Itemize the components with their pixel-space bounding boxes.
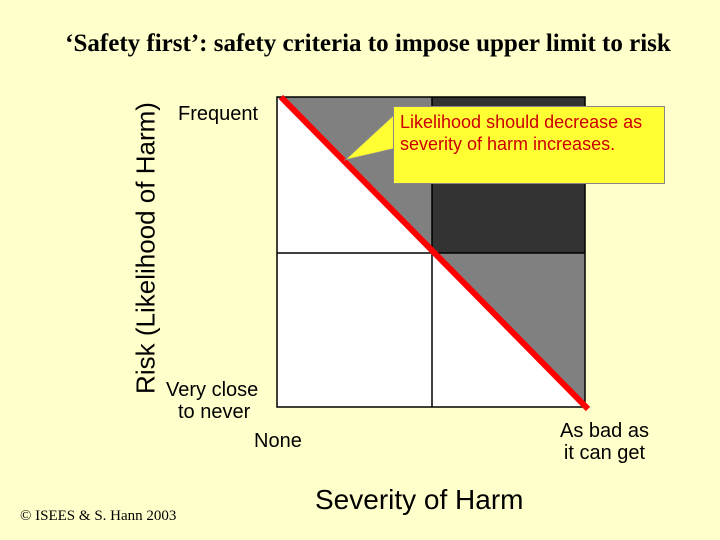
bad-line-1: As bad as — [560, 420, 649, 442]
slide-title: ‘Safety first’: safety criteria to impos… — [65, 30, 671, 57]
none-label: None — [254, 430, 302, 452]
callout-line-2: severity of harm increases. — [400, 134, 616, 154]
very-close-line-2: to never — [178, 401, 251, 423]
copyright-notice: © ISEES & S. Hann 2003 — [20, 508, 177, 524]
callout-box: Likelihood should decrease as severity o… — [393, 106, 665, 184]
x-axis-label: Severity of Harm — [315, 484, 524, 515]
as-bad-as-it-can-get-label: As bad as it can get — [560, 420, 649, 464]
callout-line-1: Likelihood should decrease as — [400, 112, 643, 132]
bad-line-2: it can get — [563, 442, 646, 464]
very-close-to-never-label: Very close to never — [166, 379, 258, 423]
frequent-label: Frequent — [178, 103, 259, 125]
very-close-line-1: Very close — [166, 379, 259, 401]
risk-limit-line — [278, 94, 591, 412]
